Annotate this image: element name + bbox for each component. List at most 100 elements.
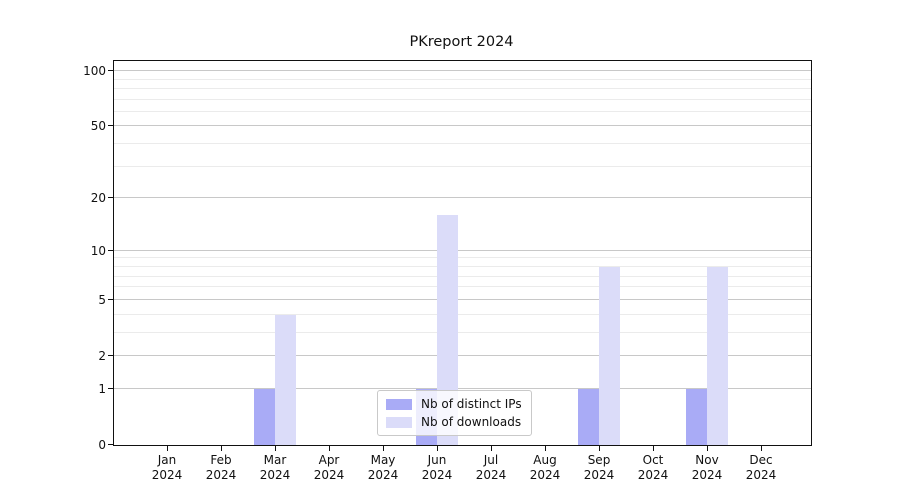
legend-item-label: Nb of distinct IPs — [421, 397, 522, 411]
x-axis-tick — [491, 446, 493, 451]
legend: Nb of distinct IPs Nb of downloads — [377, 390, 532, 436]
x-axis-tick — [599, 446, 601, 451]
major-gridline — [114, 125, 811, 127]
x-axis-tick-label-line: Jun — [427, 453, 447, 467]
y-axis-tick — [108, 443, 113, 445]
x-axis-tick-label-line: Feb — [210, 453, 232, 467]
y-axis-tick-label: 5 — [98, 292, 106, 307]
major-gridline — [114, 298, 811, 300]
x-axis-tick-label: Mar 2024 — [247, 453, 303, 483]
x-axis-tick-label-line: 2024 — [421, 468, 453, 482]
x-axis-tick-label: Jan 2024 — [139, 453, 195, 483]
x-axis-tick-label-line: May — [370, 453, 396, 467]
x-axis-tick-label-line: 2024 — [475, 468, 507, 482]
x-axis-tick — [707, 446, 709, 451]
x-axis-tick-label: Oct 2024 — [625, 453, 681, 483]
y-axis-tick-label: 0 — [98, 438, 106, 452]
x-axis-tick-label-line: Jan — [157, 453, 177, 467]
legend-color-patch — [386, 416, 412, 428]
x-axis-tick-label-line: 2024 — [313, 468, 345, 482]
legend-item: Nb of downloads — [386, 415, 522, 429]
minor-gridline — [114, 110, 811, 112]
y-axis-tick — [108, 197, 113, 199]
x-axis-tick — [545, 446, 547, 451]
chart-title: PKreport 2024 — [409, 34, 514, 50]
y-axis-tick — [108, 387, 113, 389]
x-axis-tick — [653, 446, 655, 451]
x-axis-tick-label: Aug 2024 — [517, 453, 573, 483]
x-axis-tick-label-line: 2024 — [637, 468, 669, 482]
x-axis-tick-label-line: Aug — [533, 453, 557, 467]
x-axis-tick-label-line: Apr — [318, 453, 340, 467]
bar-distinct-ips — [686, 388, 707, 445]
legend-item: Nb of distinct IPs — [386, 397, 522, 411]
x-axis-tick-label: Jun 2024 — [409, 453, 465, 483]
minor-gridline — [114, 275, 811, 277]
bar-downloads — [275, 314, 296, 445]
legend-color-patch — [386, 398, 412, 410]
x-axis-tick — [761, 446, 763, 451]
x-axis-tick-label: Dec 2024 — [733, 453, 789, 483]
x-axis-tick-label-line: Sep — [587, 453, 611, 467]
x-axis-tick-label: Sep 2024 — [571, 453, 627, 483]
x-axis-tick-label: Apr 2024 — [301, 453, 357, 483]
y-axis-tick-label: 50 — [90, 119, 106, 134]
major-gridline — [114, 197, 811, 199]
major-gridline — [114, 355, 811, 356]
x-axis-tick-label-line: 2024 — [367, 468, 399, 482]
y-axis-tick-label: 10 — [90, 243, 106, 258]
minor-gridline — [114, 286, 811, 288]
x-axis-tick-label-line: 2024 — [151, 468, 183, 482]
bar-downloads — [599, 267, 620, 445]
plot-area: Nb of distinct IPs Nb of downloads 0 1 2 5 10… — [83, 60, 812, 482]
major-gridline — [114, 249, 811, 251]
minor-gridline — [114, 165, 811, 167]
x-axis-tick-label-line: Oct — [642, 453, 664, 467]
x-axis-tick-label: May 2024 — [355, 453, 411, 483]
x-axis-tick-label-line: Nov — [695, 453, 719, 467]
bar-distinct-ips — [578, 388, 599, 445]
major-gridline — [114, 387, 811, 389]
x-axis-tick-label: Feb 2024 — [193, 453, 249, 483]
x-axis-tick — [329, 446, 331, 451]
x-axis-tick-label: Nov 2024 — [679, 453, 735, 483]
y-axis-tick-label: 100 — [83, 64, 106, 78]
x-axis-tick-label: Jul 2024 — [463, 453, 519, 483]
minor-gridline — [114, 78, 811, 80]
y-axis-tick — [108, 249, 113, 251]
x-axis-tick-label-line: Dec — [749, 453, 773, 467]
minor-gridline — [114, 257, 811, 259]
y-axis-tick — [108, 354, 113, 356]
x-axis-tick — [275, 446, 277, 451]
bar-downloads — [707, 267, 728, 445]
y-axis-tick-label: 1 — [98, 381, 106, 396]
x-axis-tick-label-line: 2024 — [529, 468, 561, 482]
x-axis-tick-label-line: 2024 — [745, 468, 777, 482]
x-axis-tick — [221, 446, 223, 451]
x-axis-tick — [167, 446, 169, 451]
bar-distinct-ips — [254, 388, 275, 445]
y-axis-tick — [108, 125, 113, 127]
x-axis-tick-label-line: 2024 — [691, 468, 723, 482]
major-gridline — [114, 70, 811, 71]
minor-gridline — [114, 266, 811, 267]
legend-item-label: Nb of downloads — [421, 415, 522, 429]
x-axis-tick — [437, 446, 439, 451]
minor-gridline — [114, 87, 811, 89]
minor-gridline — [114, 313, 811, 315]
bar-downloads — [437, 215, 458, 445]
x-axis-tick-label-line: 2024 — [259, 468, 291, 482]
minor-gridline — [114, 98, 811, 100]
minor-gridline — [114, 331, 811, 333]
x-axis-tick-label-line: Mar — [263, 453, 287, 467]
y-axis-tick — [108, 298, 113, 300]
y-axis-tick — [108, 69, 113, 71]
x-axis-tick-label-line: 2024 — [583, 468, 615, 482]
y-axis-tick-label: 20 — [90, 191, 106, 206]
minor-gridline — [114, 143, 811, 145]
x-axis-tick — [383, 446, 385, 451]
y-axis-tick-label: 2 — [98, 349, 106, 363]
x-axis-tick-label-line: 2024 — [205, 468, 237, 482]
x-axis-tick-label-line: Jul — [483, 453, 499, 467]
